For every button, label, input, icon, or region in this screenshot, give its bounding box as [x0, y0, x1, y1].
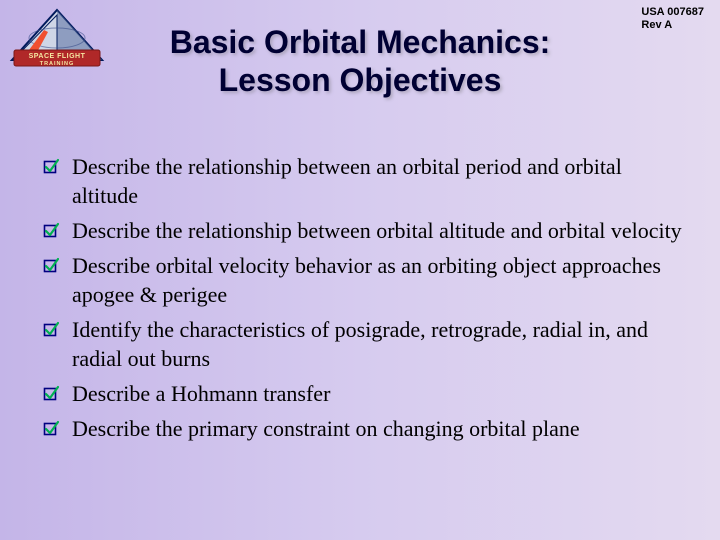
objective-item: Describe the primary constraint on chang…: [30, 414, 690, 443]
objective-item: Describe orbital velocity behavior as an…: [30, 251, 690, 309]
header: SPACE FLIGHT TRAINING USA 007687 Rev A B…: [0, 0, 720, 100]
logo-banner-text: SPACE FLIGHT: [29, 53, 86, 60]
doc-id-line1: USA 007687: [641, 6, 704, 19]
title-line2: Lesson Objectives: [219, 62, 502, 98]
objective-text: Describe the relationship between an orb…: [72, 152, 690, 210]
doc-id-line2: Rev A: [641, 19, 704, 32]
objective-text: Describe orbital velocity behavior as an…: [72, 251, 690, 309]
objective-text: Identify the characteristics of posigrad…: [72, 315, 690, 373]
objective-item: Identify the characteristics of posigrad…: [30, 315, 690, 373]
checkbox-icon: [30, 251, 72, 273]
checkbox-icon: [30, 216, 72, 238]
objective-text: Describe a Hohmann transfer: [72, 379, 690, 408]
objective-item: Describe the relationship between orbita…: [30, 216, 690, 245]
checkbox-icon: [30, 315, 72, 337]
title-line1: Basic Orbital Mechanics:: [170, 24, 551, 60]
document-id: USA 007687 Rev A: [641, 6, 704, 32]
space-flight-training-logo: SPACE FLIGHT TRAINING: [8, 8, 106, 78]
objective-text: Describe the primary constraint on chang…: [72, 414, 690, 443]
objective-item: Describe a Hohmann transfer: [30, 379, 690, 408]
objective-item: Describe the relationship between an orb…: [30, 152, 690, 210]
page-title: Basic Orbital Mechanics: Lesson Objectiv…: [50, 24, 670, 100]
objectives-list: Describe the relationship between an orb…: [30, 152, 690, 443]
objective-text: Describe the relationship between orbita…: [72, 216, 690, 245]
logo-banner-sub: TRAINING: [40, 61, 75, 67]
checkbox-icon: [30, 414, 72, 436]
checkbox-icon: [30, 379, 72, 401]
checkbox-icon: [30, 152, 72, 174]
